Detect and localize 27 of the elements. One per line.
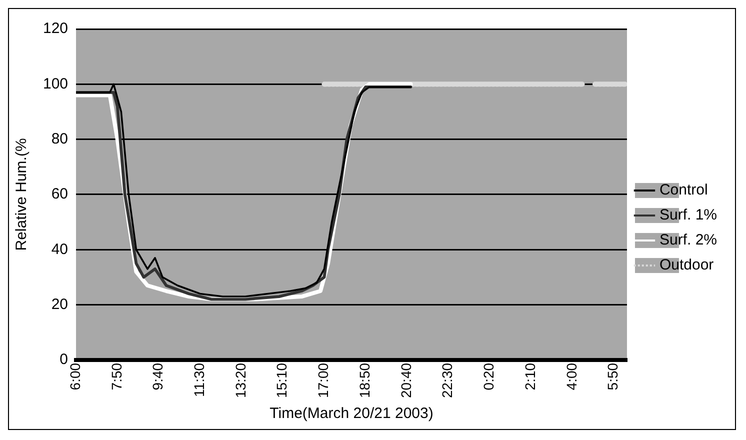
legend-label: Surf. 2% <box>659 232 718 249</box>
x-tick-label: 20:40 <box>398 362 414 398</box>
x-tick-label: 22:30 <box>439 362 456 398</box>
x-tick-label: 13:20 <box>232 362 248 398</box>
y-tick-label: 100 <box>42 75 68 92</box>
y-tick-label: 80 <box>51 130 68 148</box>
y-tick-label: 20 <box>51 296 68 313</box>
y-tick-label: 40 <box>51 240 68 258</box>
x-tick-label: 5:50 <box>604 362 621 390</box>
x-tick-label: 9:40 <box>150 362 166 390</box>
x-tick-label: 2:10 <box>522 362 538 390</box>
x-tick-label: 11:30 <box>190 362 207 397</box>
y-tick-label: 0 <box>60 351 68 368</box>
y-tick-label: 120 <box>42 20 68 38</box>
y-tick-label: 60 <box>51 186 68 203</box>
x-tick-label: 0:20 <box>480 362 497 390</box>
x-tick-label: 17:00 <box>315 362 332 398</box>
x-axis-title: Time(March 20/21 2003) <box>270 405 434 422</box>
legend-label: Control <box>659 182 708 199</box>
x-tick-label: 18:50 <box>356 362 372 398</box>
x-tick-label: 4:00 <box>563 362 580 390</box>
x-tick-label: 15:10 <box>274 362 290 398</box>
legend-label: Outdoor <box>659 256 714 274</box>
legend-label: Surf. 1% <box>659 206 718 224</box>
x-tick-label: 6:00 <box>66 362 83 390</box>
x-tick-label: 7:50 <box>108 362 124 390</box>
y-axis-title: Relative Hum.(% <box>13 138 30 251</box>
